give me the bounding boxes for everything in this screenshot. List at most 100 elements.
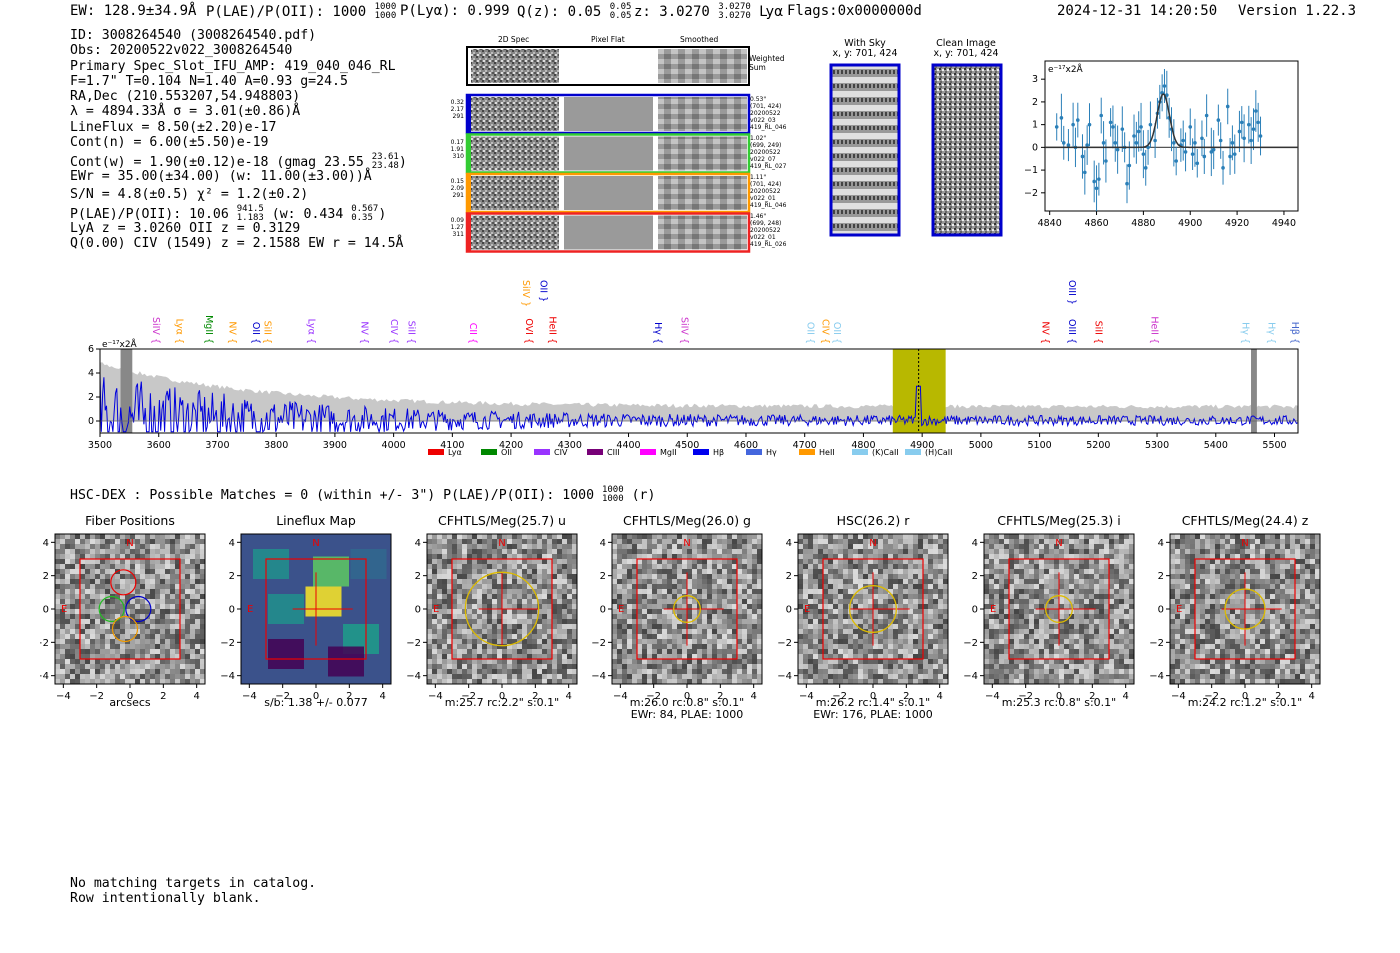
pixel (452, 579, 458, 585)
fit-point (1141, 152, 1146, 156)
pixel (557, 664, 563, 670)
pixel (110, 554, 116, 560)
pixel (447, 649, 453, 655)
pixel (808, 594, 814, 600)
pixel (1004, 629, 1010, 635)
pixel (1074, 634, 1080, 640)
pixel (622, 624, 628, 630)
pixel (657, 539, 663, 545)
fit-point (1242, 136, 1246, 141)
pixel (883, 639, 889, 645)
pixel (898, 559, 904, 565)
pixel (1059, 644, 1065, 650)
pixel (858, 534, 864, 540)
pixel (742, 549, 748, 555)
pixel (1059, 554, 1065, 560)
pixel (1009, 604, 1015, 610)
pixel (682, 574, 688, 580)
pixel (632, 589, 638, 595)
pixel (482, 534, 488, 540)
pixel (752, 559, 758, 565)
pixel (1004, 614, 1010, 620)
pixel (562, 599, 568, 605)
fit-point (1111, 125, 1115, 129)
pixel (737, 674, 743, 680)
pixel (863, 634, 869, 640)
pixel (622, 539, 628, 545)
pixel (60, 654, 66, 660)
pixel (90, 589, 96, 595)
pixel (1039, 544, 1045, 550)
pixel (742, 559, 748, 565)
pixel (185, 609, 191, 615)
pixel (190, 539, 196, 545)
pixel (442, 574, 448, 580)
pixel (190, 654, 196, 660)
pixel (170, 584, 176, 590)
pixel (150, 674, 156, 680)
pixel (612, 659, 618, 665)
pixel (85, 609, 91, 615)
pixel (843, 584, 849, 590)
pixel (868, 599, 874, 605)
pixel (1054, 629, 1060, 635)
pixel (1089, 674, 1095, 680)
pixel (572, 654, 578, 660)
pixel (100, 634, 106, 640)
pixel (562, 679, 568, 685)
pixel (170, 659, 176, 665)
pixel (1099, 564, 1105, 570)
pixel (527, 594, 533, 600)
pixel (427, 664, 433, 670)
pixel (989, 664, 995, 670)
fit-point (1237, 129, 1242, 134)
pixel (697, 619, 703, 625)
pixel (662, 594, 668, 600)
pixel (462, 654, 468, 660)
pixel (913, 549, 919, 555)
pixel (175, 634, 181, 640)
pixel (918, 554, 924, 560)
pixel (662, 634, 668, 640)
pixel (913, 644, 919, 650)
pixel (828, 534, 834, 540)
pixel (868, 679, 874, 685)
pixel (482, 629, 488, 635)
pixel (938, 539, 944, 545)
pixel (507, 639, 513, 645)
pixel (457, 554, 463, 560)
pixel (165, 664, 171, 670)
pixel (1124, 604, 1130, 610)
pixel (1084, 634, 1090, 640)
pixel (452, 594, 458, 600)
pixel (537, 634, 543, 640)
pixel (537, 629, 543, 635)
pixel (818, 679, 824, 685)
pixel (752, 609, 758, 615)
pixel (60, 564, 66, 570)
pixel (612, 569, 618, 575)
fit-point (1162, 84, 1167, 88)
pixel (165, 654, 171, 660)
pixel (898, 654, 904, 660)
pixel (190, 559, 196, 565)
pixel (1069, 674, 1075, 680)
pixel (707, 574, 713, 580)
pixel (652, 654, 658, 660)
pixel (572, 534, 578, 540)
pixel (90, 539, 96, 545)
pixel (702, 589, 708, 595)
pixel (647, 664, 653, 670)
pixel (682, 549, 688, 555)
pixel (190, 549, 196, 555)
pixel (1084, 639, 1090, 645)
pixel (923, 629, 929, 635)
pixel (90, 674, 96, 680)
pixel (442, 674, 448, 680)
pixel (467, 584, 473, 590)
pixel (747, 654, 753, 660)
pixel (642, 679, 648, 685)
pixel (677, 534, 683, 540)
pixel (1094, 564, 1100, 570)
